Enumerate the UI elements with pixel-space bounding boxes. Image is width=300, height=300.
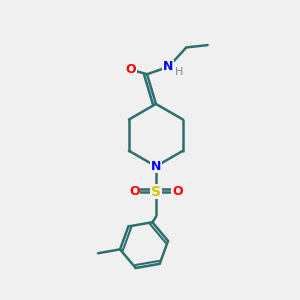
Text: S: S — [151, 184, 161, 199]
Text: O: O — [125, 63, 136, 76]
Text: N: N — [163, 60, 173, 73]
Text: O: O — [172, 185, 183, 198]
Text: O: O — [129, 185, 140, 198]
Text: N: N — [151, 160, 161, 173]
Text: H: H — [175, 67, 183, 77]
